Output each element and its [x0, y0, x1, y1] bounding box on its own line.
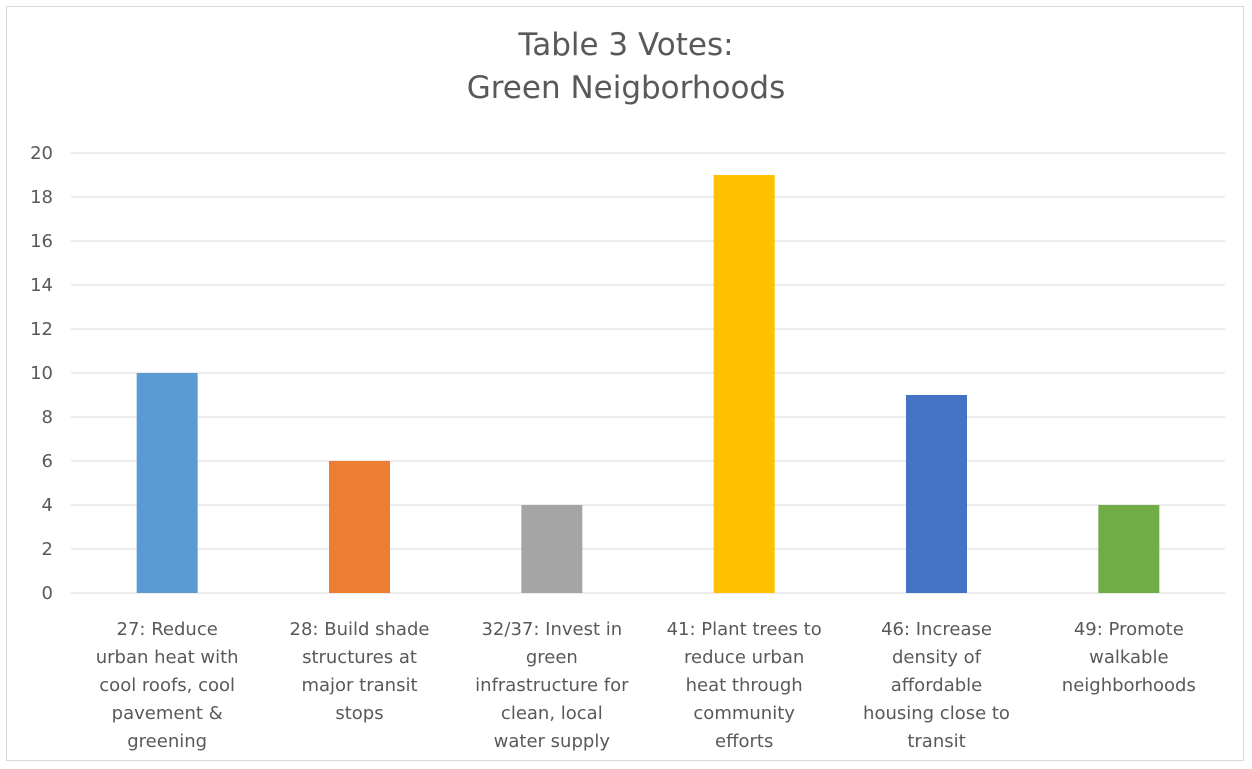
x-category-label-line: water supply	[494, 731, 611, 752]
bar-2	[329, 461, 390, 593]
x-category-label-line: community	[693, 703, 795, 724]
bar-5	[906, 395, 967, 593]
x-category-label: 27: Reduce urban heat with cool roofs, coo…	[96, 619, 239, 752]
y-axis-tick-labels: 0 2 4 6 8 10 12 14 16 18 20	[30, 143, 53, 604]
x-category-label-line: 27: Reduce	[117, 619, 218, 640]
x-category-label-line: transit	[907, 731, 965, 752]
x-category-label-line: infrastructure for	[475, 675, 629, 696]
y-tick-label: 0	[42, 583, 53, 604]
x-category-label: 28: Build shade structures at major transi…	[290, 619, 430, 724]
x-category-label-line: urban heat with	[96, 647, 239, 668]
y-tick-label: 14	[30, 275, 53, 296]
x-category-label-line: structures at	[302, 647, 417, 668]
x-category-label-line: 32/37: Invest in	[481, 619, 622, 640]
x-category-label-line: walkable	[1089, 647, 1168, 668]
chart-frame: Table 3 Votes: Green Neigborhoods 0 2 4 6 8 1…	[6, 6, 1244, 761]
y-tick-label: 10	[30, 363, 53, 384]
x-category-label: 32/37: Invest in green infrastructure for c…	[475, 619, 629, 752]
x-category-label: 41: Plant trees to reduce urban heat throu…	[667, 619, 822, 752]
x-category-label-line: 46: Increase	[881, 619, 992, 640]
x-category-label-line: 49: Promote	[1074, 619, 1184, 640]
chart-title-line-1: Table 3 Votes:	[517, 27, 733, 63]
x-category-label-line: density of	[892, 647, 982, 668]
y-tick-label: 12	[30, 319, 53, 340]
bar-1	[136, 373, 198, 593]
x-category-label-line: major transit	[301, 675, 417, 696]
x-axis-category-labels: 27: Reduce urban heat with cool roofs, coo…	[96, 619, 1196, 752]
bar-4	[713, 175, 775, 593]
chart-title-line-2: Green Neigborhoods	[467, 70, 786, 106]
gridlines	[71, 152, 1225, 594]
x-category-label-line: 28: Build shade	[290, 619, 430, 640]
x-category-label-line: reduce urban	[684, 647, 804, 668]
bars	[136, 175, 1160, 593]
bar-3	[521, 505, 583, 593]
y-tick-label: 6	[42, 451, 53, 472]
y-tick-label: 2	[42, 539, 53, 560]
bar-6	[1098, 505, 1160, 593]
x-category-label-line: pavement &	[112, 703, 223, 724]
y-tick-label: 8	[42, 407, 53, 428]
x-category-label-line: green	[526, 647, 578, 668]
x-category-label-line: neighborhoods	[1062, 675, 1196, 696]
x-category-label-line: 41: Plant trees to	[667, 619, 822, 640]
x-category-label-line: stops	[335, 703, 383, 724]
y-tick-label: 18	[30, 187, 53, 208]
y-tick-label: 4	[42, 495, 53, 516]
x-category-label-line: affordable	[891, 675, 983, 696]
x-category-label-line: housing close to	[863, 703, 1010, 724]
x-category-label: 49: Promote walkable neighborhoods	[1062, 619, 1196, 696]
x-category-label-line: efforts	[715, 731, 773, 752]
y-tick-label: 20	[30, 143, 53, 164]
x-category-label-line: cool roofs, cool	[99, 675, 235, 696]
x-category-label-line: heat through	[686, 675, 803, 696]
x-category-label-line: clean, local	[501, 703, 603, 724]
bar-chart: Table 3 Votes: Green Neigborhoods 0 2 4 6 8 1…	[30, 27, 1225, 752]
y-tick-label: 16	[30, 231, 53, 252]
x-category-label-line: greening	[127, 731, 207, 752]
x-category-label: 46: Increase density of affordable housing …	[863, 619, 1010, 752]
